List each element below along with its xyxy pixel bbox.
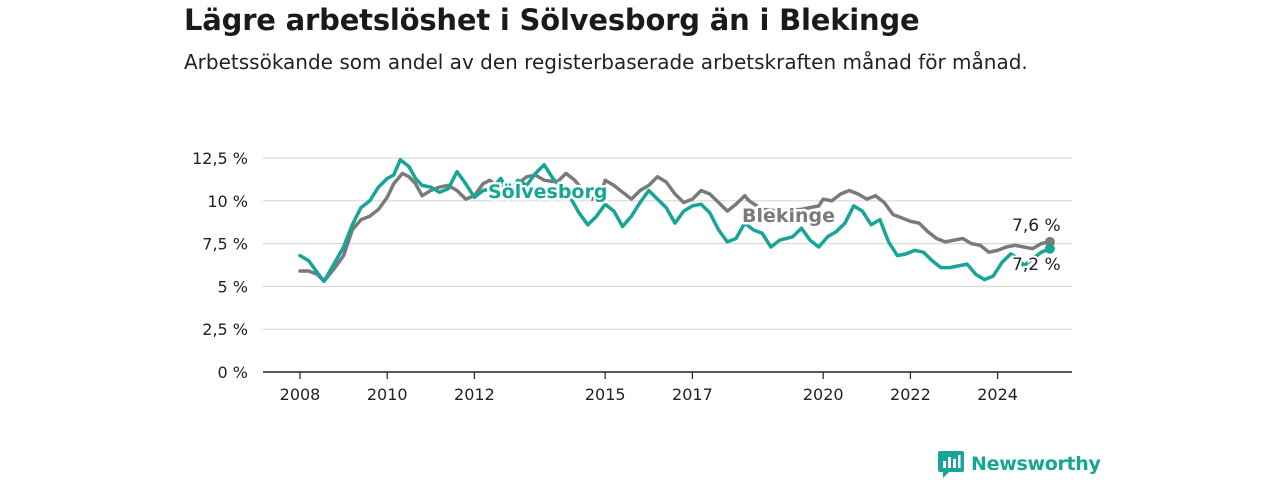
x-tick-label: 2017: [672, 385, 713, 404]
brand-name: Newsworthy: [971, 453, 1101, 475]
y-tick-label: 7,5 %: [202, 235, 248, 254]
x-tick-label: 2020: [803, 385, 844, 404]
y-tick-label: 5 %: [218, 277, 248, 296]
series-labels: Sölvesborg Blekinge 7,6 % 7,2 %: [486, 179, 1063, 278]
chart-subtitle: Arbetssökande som andel av den registerb…: [184, 50, 1028, 74]
y-tick-label: 12,5 %: [192, 149, 248, 168]
x-tick-label: 2010: [367, 385, 408, 404]
x-tick-label: 2015: [585, 385, 626, 404]
series-endpoint-blekinge: [1044, 236, 1055, 247]
y-tick-label: 10 %: [207, 192, 248, 211]
x-tick-label: 2008: [280, 385, 321, 404]
y-tick-label: 0 %: [218, 363, 248, 382]
x-tick-label: 2022: [890, 385, 931, 404]
newsworthy-logo-icon: [938, 451, 964, 478]
end-value-solvesborg: 7,2 %: [1012, 255, 1061, 275]
series-lines: [298, 157, 1055, 284]
x-tick-label: 2012: [454, 385, 495, 404]
series-line-blekinge: [298, 171, 1052, 284]
end-value-blekinge: 7,6 %: [1012, 216, 1061, 236]
series-name-solvesborg: Sölvesborg: [488, 181, 607, 203]
chart-title: Lägre arbetslöshet i Sölvesborg än i Ble…: [184, 3, 920, 37]
axes: 0 % 2,5 % 5 % 7,5 % 10 % 12,5 % 2008 2010 2012 20…: [192, 149, 1072, 404]
series-name-blekinge: Blekinge: [742, 205, 835, 227]
series-endpoint-solvesborg: [1044, 243, 1055, 254]
grid-lines: [263, 157, 1072, 330]
y-tick-label: 2,5 %: [202, 320, 248, 339]
newsworthy-logo[interactable]: Newsworthy: [937, 449, 1101, 479]
x-tick-label: 2024: [977, 385, 1018, 404]
series-line-solvesborg: [298, 157, 1052, 284]
